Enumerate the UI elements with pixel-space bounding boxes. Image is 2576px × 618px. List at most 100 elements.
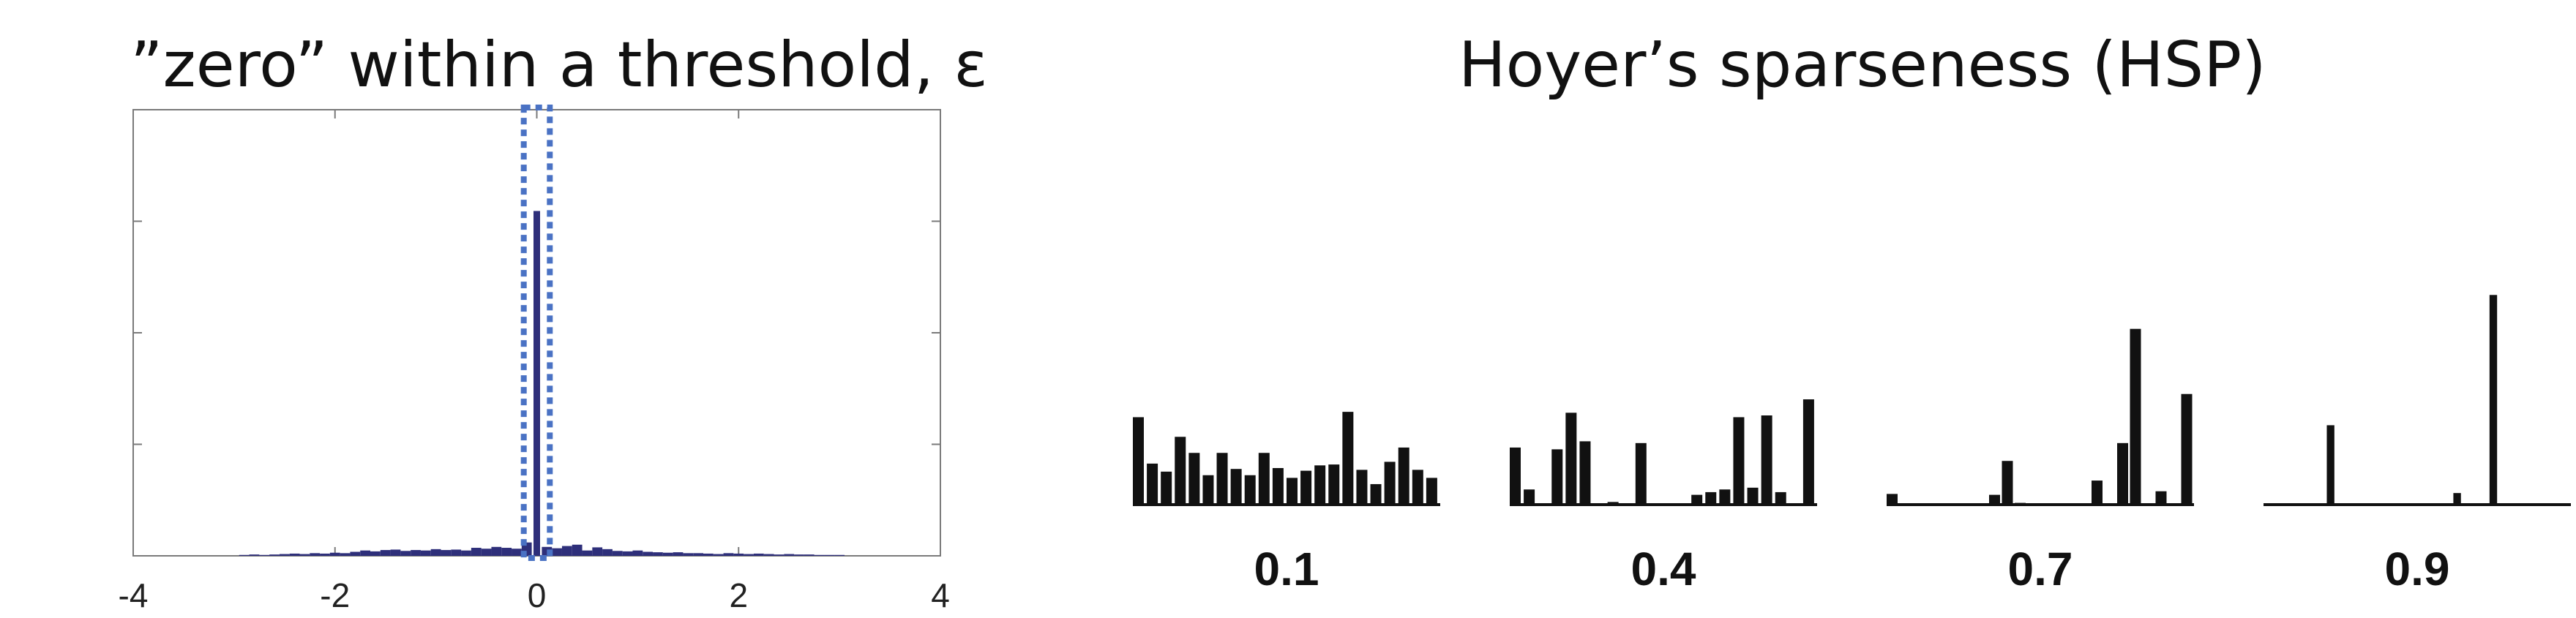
hsp-bar [2092, 481, 2103, 505]
histogram-bar [340, 553, 351, 556]
hsp-bar [1272, 467, 1284, 505]
histogram-bar [814, 554, 825, 556]
histogram-bar [370, 551, 381, 556]
histogram-bar [533, 211, 540, 556]
hsp-panel: 0.1 [1133, 412, 1440, 595]
histogram-bar [430, 549, 441, 556]
histogram-bars [239, 211, 845, 556]
hsp-panel-label: 0.1 [1254, 543, 1319, 595]
hsp-bar [1524, 489, 1535, 505]
histogram-bar [320, 553, 330, 556]
hsp-title: Hoyer’s sparseness (HSP) [1459, 29, 2266, 102]
histogram-bar [380, 550, 391, 556]
hsp-bar [1384, 461, 1396, 505]
histogram-bar [259, 554, 270, 556]
histogram-bar [804, 554, 815, 556]
hsp-bar [1747, 487, 1759, 505]
histogram-x-tick-labels: -4 -2 0 2 4 [119, 576, 950, 614]
histogram-bar [461, 550, 471, 556]
hsp-bar [1705, 491, 1717, 505]
hsp-bar [2117, 442, 2128, 505]
histogram-bar [501, 548, 512, 556]
histogram-bar [471, 548, 482, 556]
histogram-bar [834, 554, 845, 556]
histogram-bar [269, 554, 280, 556]
histogram-bar [420, 550, 431, 556]
x-tick-label: -2 [320, 576, 350, 614]
hsp-panel: 0.7 [1887, 328, 2194, 595]
hsp-bar [1175, 437, 1186, 505]
histogram-bar [753, 553, 764, 556]
hsp-bar [1761, 415, 1772, 505]
hsp-bar [1398, 447, 1409, 505]
hsp-bar [1887, 494, 1898, 505]
histogram-bar [622, 551, 633, 556]
histogram-bar [400, 551, 411, 556]
histogram-bar [512, 549, 522, 556]
hsp-bar [1635, 442, 1647, 505]
histogram-bar [441, 550, 452, 556]
x-tick-label: -4 [119, 576, 149, 614]
hsp-bar [1314, 465, 1326, 505]
hsp-bar [2181, 393, 2193, 505]
x-tick-label: 0 [528, 576, 547, 614]
hsp-bar [1133, 417, 1144, 505]
histogram-bar [582, 550, 593, 556]
hsp-panel-label: 0.9 [2385, 543, 2450, 595]
histogram-bar [683, 553, 694, 556]
hsp-bar [1147, 463, 1158, 505]
histogram-bar [279, 554, 290, 556]
histogram-bar [390, 549, 401, 556]
hsp-bar [1258, 453, 1270, 505]
hsp-bar [1188, 453, 1200, 505]
histogram-bar [824, 554, 835, 556]
hsp-bar [1287, 478, 1298, 505]
hsp-bar [1691, 494, 1703, 505]
histogram-bar [561, 546, 572, 556]
histogram-bar [572, 544, 583, 556]
hsp-bar [1230, 469, 1242, 505]
histogram-bar [784, 554, 795, 556]
x-tick-label: 4 [931, 576, 950, 614]
histogram-bar [592, 547, 603, 556]
hsp-panel-label: 0.7 [2008, 543, 2073, 595]
hsp-bar [1202, 475, 1214, 505]
hsp-panel-label: 0.4 [1631, 543, 1696, 595]
histogram-bar [249, 554, 260, 556]
hsp-bar [2453, 493, 2461, 505]
hsp-bar [1342, 412, 1354, 505]
histogram-bar [299, 554, 310, 556]
histogram-bar [329, 552, 340, 556]
histogram-bar [360, 550, 371, 556]
hsp-bar [1300, 470, 1312, 505]
hsp-bar [2326, 425, 2334, 505]
hsp-bar [1579, 441, 1591, 505]
hsp-bar [1989, 494, 2000, 505]
histogram-bar [794, 554, 804, 556]
histogram-bar [411, 550, 421, 556]
hsp-panel: 0.9 [2264, 295, 2571, 595]
hsp-bar [1370, 483, 1382, 505]
hsp-bar [1719, 489, 1731, 505]
hsp-bar [2155, 491, 2167, 505]
histogram-bar [693, 553, 703, 556]
histogram-bar [310, 553, 321, 556]
histogram-bar [612, 551, 623, 556]
hsp-bar [1551, 449, 1563, 505]
histogram-chart: -4 -2 0 2 4 [119, 105, 950, 614]
histogram-bar [350, 551, 361, 556]
threshold-epsilon-box [520, 105, 553, 561]
hsp-bar [1216, 453, 1228, 505]
histogram-title: ”zero” within a threshold, ε [130, 29, 988, 102]
histogram-bar [481, 549, 492, 556]
histogram-bar [703, 553, 714, 556]
hsp-bar [1426, 478, 1437, 505]
hsp-bar [1802, 399, 1814, 505]
histogram-bar [774, 554, 785, 556]
histogram-bar [632, 550, 643, 556]
histogram-bar [491, 546, 502, 556]
histogram-bar [662, 552, 673, 556]
histogram-bar [723, 553, 734, 556]
hsp-bar [1412, 470, 1423, 505]
